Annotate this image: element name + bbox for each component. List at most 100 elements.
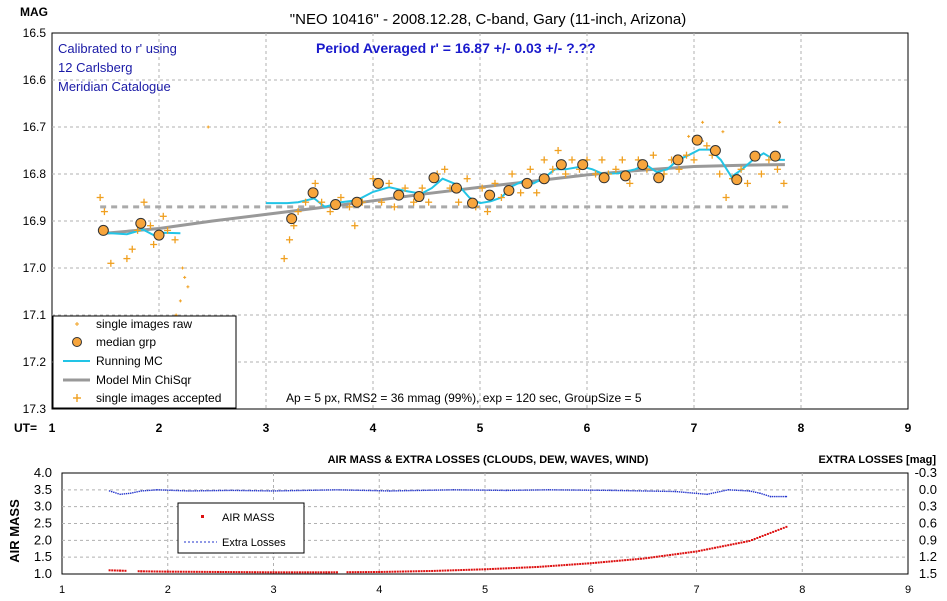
extra-losses-point [668, 490, 670, 493]
accepted-point [497, 194, 505, 201]
airmass-point [164, 570, 167, 573]
accepted-point [626, 179, 634, 187]
extra-losses-point [224, 489, 226, 492]
airmass-point [380, 570, 383, 573]
extra-losses-point [429, 489, 431, 491]
extra-losses-point [583, 489, 586, 491]
accepted-point [351, 222, 359, 230]
extra-losses-point [490, 489, 493, 491]
legend-raw-label: single images raw [96, 317, 192, 331]
airmass-point [489, 568, 492, 571]
extra-losses-point [488, 489, 490, 491]
accepted-point [418, 184, 426, 192]
extra-losses-point [296, 489, 298, 492]
extra-losses-point [325, 489, 328, 491]
extra-losses-point [774, 495, 776, 498]
extra-losses-point [406, 489, 408, 492]
extra-losses-point [759, 492, 761, 494]
extra-losses-point [140, 490, 143, 492]
median-point [672, 154, 684, 166]
airmass-point [436, 569, 439, 572]
extra-losses-point [304, 489, 306, 492]
extra-losses-point [306, 489, 309, 492]
extra-losses-point [155, 489, 157, 491]
extra-losses-point [138, 490, 140, 493]
airmass-point [309, 571, 312, 574]
extra-losses-point [545, 489, 548, 491]
airmass-point [335, 571, 338, 574]
extra-losses-point [243, 489, 245, 492]
airmass-y-tick-labels: 4.0 3.5 3.0 2.52.0 1.5 1.0 [34, 465, 52, 581]
extra-losses-point [526, 489, 528, 491]
airmass-point [219, 570, 222, 573]
airmass-point [203, 570, 206, 573]
extra-losses-point [596, 489, 598, 491]
extra-losses-point [649, 490, 651, 492]
extra-losses-point [117, 492, 119, 495]
airmass-point [684, 551, 687, 554]
airmass-point [690, 551, 693, 554]
extra-losses-point [205, 490, 207, 492]
airmass-point [761, 534, 764, 537]
extra-losses-point [336, 489, 338, 491]
airmass-point [647, 556, 650, 559]
extra-losses-point [733, 489, 736, 491]
extra-losses-point [598, 489, 600, 491]
extra-losses-point [397, 490, 399, 492]
extra-losses-point [683, 491, 685, 493]
extra-losses-tick-label: 1.2 [919, 549, 937, 564]
accepted-point [385, 179, 393, 187]
extra-losses-point [136, 491, 138, 493]
extra-losses-tick-label: 0.9 [919, 532, 937, 547]
extra-losses-point [551, 489, 554, 491]
extra-losses-point [171, 489, 173, 492]
extra-losses-point [480, 489, 482, 491]
airmass-point [409, 570, 412, 573]
extra-losses-point [769, 495, 772, 498]
extra-losses-point [522, 489, 524, 491]
accepted-point [107, 259, 115, 267]
extra-losses-point [338, 489, 340, 491]
extra-losses-point [642, 490, 645, 492]
airmass-point [150, 570, 153, 573]
extra-losses-point [285, 490, 287, 492]
airmass-point [174, 570, 177, 573]
extra-losses-point [634, 490, 636, 492]
accepted-point [683, 151, 691, 159]
airmass-x-tick-label: 5 [482, 584, 488, 596]
extra-losses-point [357, 489, 359, 491]
airmass-point [320, 571, 323, 574]
accepted-point [134, 226, 142, 234]
accepted-point [773, 165, 781, 173]
raw-point [183, 275, 187, 279]
extra-losses-point [659, 490, 662, 492]
airmass-point [465, 568, 468, 571]
airmass-point [751, 538, 754, 541]
airmass-point [195, 570, 198, 573]
extra-losses-point [564, 489, 567, 491]
extra-losses-point [146, 489, 149, 492]
raw-point [178, 299, 182, 303]
airmass-chart-title: AIR MASS & EXTRA LOSSES (CLOUDS, DEW, WA… [328, 454, 649, 466]
airmass-point [256, 571, 259, 574]
extra-losses-point [315, 489, 317, 491]
main-x-tick-label: 2 [156, 421, 163, 435]
median-point [330, 199, 342, 211]
airmass-point [433, 569, 436, 572]
airmass-point [261, 571, 264, 574]
airmass-point [526, 566, 529, 569]
median-point [413, 191, 425, 203]
main-x-tick-label: 3 [263, 421, 270, 435]
extra-losses-point [403, 489, 406, 492]
calibration-line-1: Calibrated to r' using [58, 41, 177, 56]
extra-losses-point [492, 489, 495, 491]
extra-losses-point [268, 490, 270, 492]
extra-losses-point [746, 490, 748, 492]
extra-losses-point [611, 489, 613, 492]
accepted-point [722, 194, 730, 201]
airmass-point [470, 568, 473, 571]
airmass-point [240, 571, 243, 574]
median-point [731, 174, 743, 186]
extra-losses-point [524, 489, 526, 491]
airmass-point [682, 552, 685, 555]
